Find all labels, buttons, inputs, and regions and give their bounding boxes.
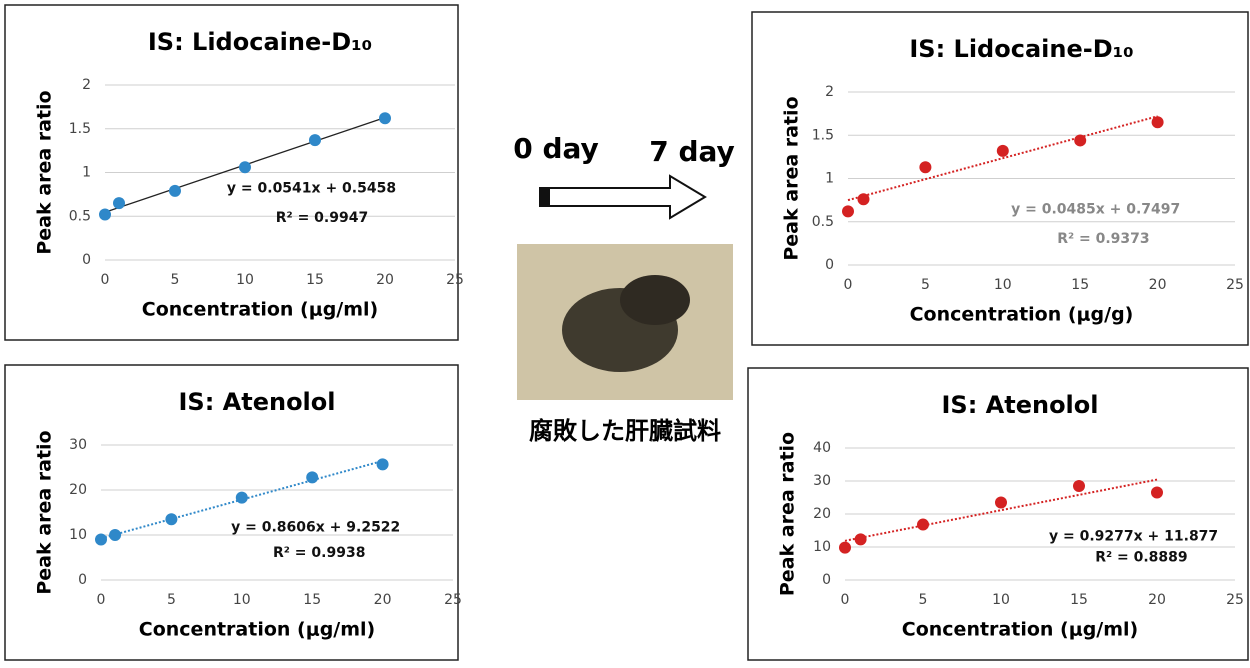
x-tick-label: 0 [844,277,853,293]
y-tick-label: 2 [82,77,91,93]
y-tick-label: 0 [822,572,831,588]
r-squared: R² = 0.8889 [1095,550,1187,566]
x-tick-label: 10 [994,277,1012,293]
x-tick-label: 5 [919,592,928,608]
x-tick-label: 0 [101,272,110,288]
x-tick-label: 20 [374,592,392,608]
x-tick-label: 10 [236,272,254,288]
point [169,185,181,197]
point [377,458,389,470]
y-axis-label: Peak area ratio [34,430,56,594]
y-tick-label: 0.5 [69,208,91,224]
y-tick-label: 10 [813,539,831,555]
x-tick-label: 20 [1148,592,1166,608]
x-tick-label: 15 [306,272,324,288]
x-axis-label: Concentration (μg/g) [910,304,1134,326]
trendline [848,116,1158,200]
chart-title: IS: Lidocaine-D₁₀ [909,35,1133,63]
point [1152,116,1164,128]
figure: 0 day 7 day 腐敗した肝臓試料 IS: Lidocaine-D₁₀ Co… [0,0,1250,668]
arrow [540,176,705,218]
y-axis-label: Peak area ratio [777,432,799,596]
x-tick-label: 25 [1226,592,1244,608]
equation: y = 0.0541x + 0.5458 [227,180,396,196]
y-tick-label: 20 [813,506,831,522]
x-tick-label: 25 [444,592,462,608]
y-tick-label: 40 [813,440,831,456]
y-tick-label: 20 [69,482,87,498]
x-tick-label: 5 [171,272,180,288]
equation: y = 0.8606x + 9.2522 [231,519,400,535]
x-tick-label: 20 [1149,277,1167,293]
y-axis-label: Peak area ratio [781,96,803,260]
r-squared: R² = 0.9938 [273,545,365,561]
x-tick-label: 10 [233,592,251,608]
x-tick-label: 15 [1071,277,1089,293]
x-axis-label: Concentration (μg/ml) [902,619,1138,641]
x-axis-label: Concentration (μg/ml) [139,619,375,641]
y-tick-label: 30 [69,437,87,453]
point [236,492,248,504]
point [165,513,177,525]
point [919,161,931,173]
arrow-tail [540,188,550,206]
start-label: 0 day [513,132,599,165]
point [1073,480,1085,492]
point [995,496,1007,508]
x-tick-label: 0 [841,592,850,608]
point [855,533,867,545]
chart-title: IS: Lidocaine-D₁₀ [148,28,372,56]
point [1151,487,1163,499]
x-tick-label: 5 [921,277,930,293]
y-tick-label: 1 [825,171,834,187]
point [917,519,929,531]
r-squared: R² = 0.9373 [1057,231,1149,247]
point [95,534,107,546]
equation: y = 0.0485x + 0.7497 [1011,202,1180,218]
y-tick-label: 30 [813,473,831,489]
point [997,145,1009,157]
y-axis-label: Peak area ratio [34,90,56,254]
x-axis-label: Concentration (μg/ml) [142,299,378,321]
point [239,161,251,173]
y-tick-label: 10 [69,527,87,543]
point [109,529,121,541]
photo-liver-part [620,275,690,325]
chart-title: IS: Atenolol [941,391,1098,419]
point [839,542,851,554]
point [379,112,391,124]
point [306,471,318,483]
y-tick-label: 0 [78,572,87,588]
x-tick-label: 25 [1226,277,1244,293]
x-tick-label: 0 [97,592,106,608]
end-label: 7 day [649,135,735,168]
x-tick-label: 20 [376,272,394,288]
x-tick-label: 5 [167,592,176,608]
y-tick-label: 1.5 [69,121,91,137]
y-tick-label: 1 [82,165,91,181]
y-tick-label: 1.5 [812,127,834,143]
y-tick-label: 0.5 [812,214,834,230]
y-tick-label: 0 [82,252,91,268]
point [99,209,111,221]
equation: y = 0.9277x + 11.877 [1049,528,1218,544]
x-tick-label: 25 [446,272,464,288]
point [309,134,321,146]
y-tick-label: 2 [825,84,834,100]
r-squared: R² = 0.9947 [276,210,368,226]
x-tick-label: 10 [992,592,1010,608]
x-tick-label: 15 [1070,592,1088,608]
x-tick-label: 15 [303,592,321,608]
y-tick-label: 0 [825,257,834,273]
point [1074,134,1086,146]
caption: 腐敗した肝臓試料 [529,417,721,445]
point [842,205,854,217]
point [857,193,869,205]
point [113,197,125,209]
chart-title: IS: Atenolol [178,388,335,416]
